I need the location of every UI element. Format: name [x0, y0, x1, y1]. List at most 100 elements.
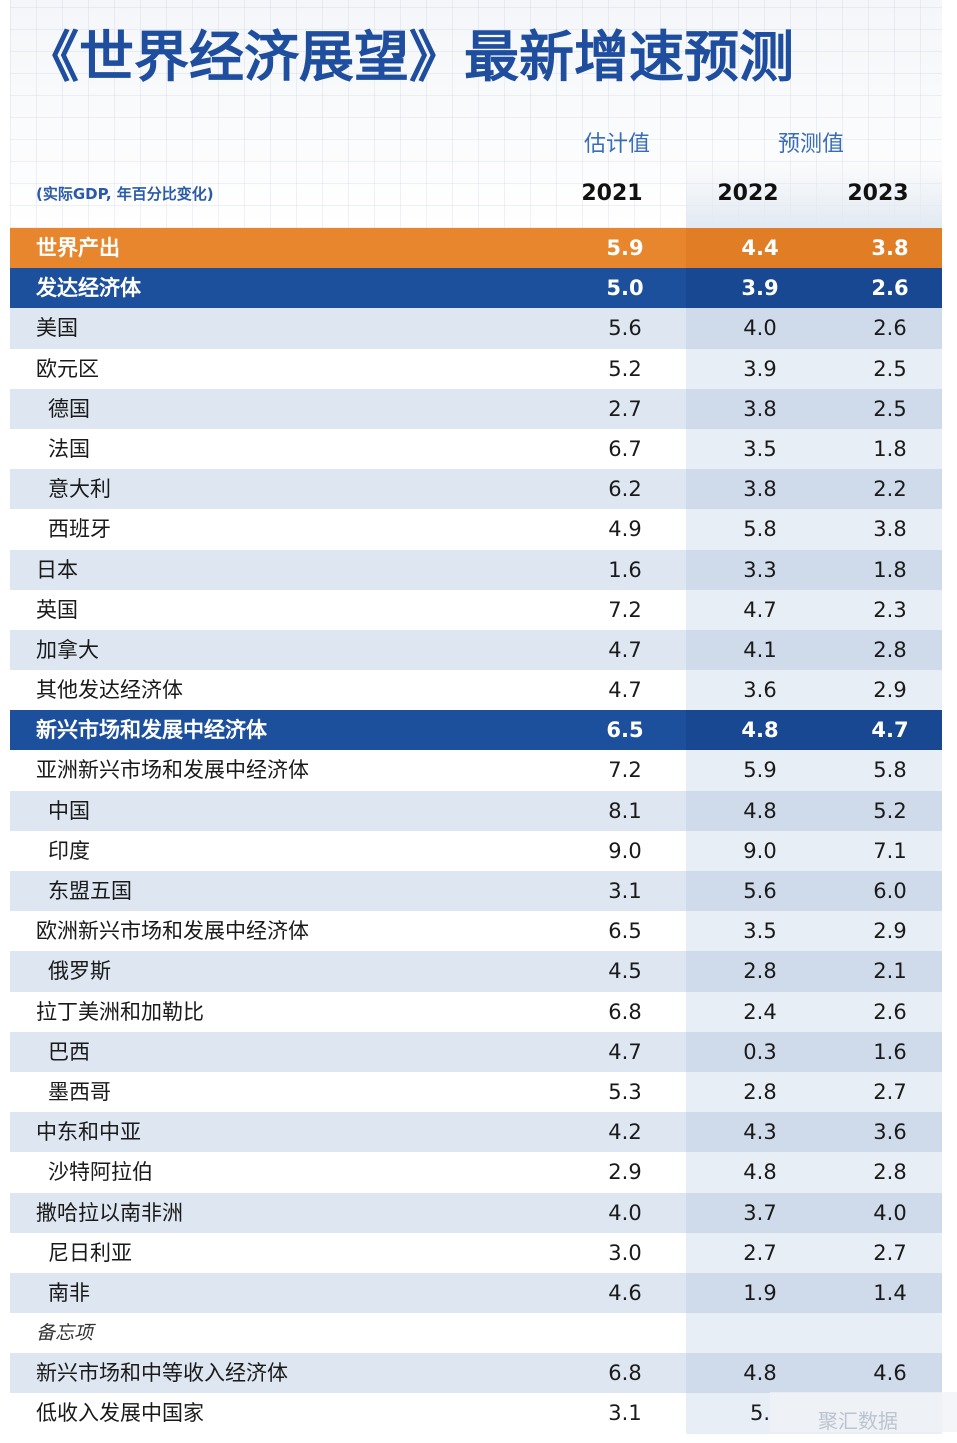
table-row: 美国 5.6 4.0 2.6 [10, 308, 942, 349]
row-label: 欧洲新兴市场和发展中经济体 [36, 919, 309, 944]
forecast-cell-shade [686, 951, 942, 992]
value-cell-2023: 2.9 [873, 678, 907, 703]
forecast-cell-shade [686, 790, 942, 831]
forecast-cell-shade [686, 509, 942, 550]
table-row: 发达经济体 5.0 3.9 2.6 [10, 268, 942, 309]
value-cell-2023: 2.6 [871, 276, 909, 301]
table-row: 中国 8.1 4.8 5.2 [10, 790, 942, 831]
table-row: 欧元区 5.2 3.9 2.5 [10, 348, 942, 389]
forecast-cell-shade [686, 871, 942, 912]
value-cell-2021: 4.0 [608, 1200, 642, 1225]
forecast-cell-shade [686, 469, 942, 510]
row-label: 撒哈拉以南非洲 [36, 1200, 183, 1225]
forecast-cell-shade [686, 1313, 942, 1354]
value-cell-2022: 2.8 [743, 959, 777, 984]
forecast-cell-shade [686, 308, 942, 349]
row-label: 尼日利亚 [48, 1240, 132, 1265]
table-row: 世界产出 5.9 4.4 3.8 [10, 228, 942, 269]
forecast-label: 预测值 [778, 132, 845, 157]
value-cell-2021: 3.1 [608, 879, 642, 903]
forecast-cell-shade [686, 1272, 942, 1314]
value-cell-2022: 5.8 [743, 517, 777, 542]
table-row: 德国 2.7 3.8 2.5 [10, 388, 942, 429]
row-label: 其他发达经济体 [36, 678, 183, 703]
value-cell-2023: 2.3 [873, 597, 907, 622]
value-cell-2021: 5.3 [608, 1079, 642, 1104]
value-cell-2022: 4.1 [743, 637, 777, 662]
row-label: 英国 [36, 597, 78, 622]
table-row: 新兴市场和中等收入经济体 6.8 4.8 4.6 [10, 1353, 942, 1394]
table-row: 中东和中亚 4.2 4.3 3.6 [10, 1112, 942, 1153]
forecast-cell-shade [686, 911, 942, 952]
value-cell-2021: 5.9 [606, 236, 644, 260]
value-cell-2021: 3.0 [608, 1240, 642, 1265]
table-row: 拉丁美洲和加勒比 6.8 2.4 2.6 [10, 991, 942, 1032]
table-row: 尼日利亚 3.0 2.7 2.7 [10, 1232, 942, 1273]
value-cell-2021: 8.1 [608, 798, 642, 823]
value-cell-2023: 1.6 [873, 1039, 907, 1064]
row-label: 中东和中亚 [36, 1120, 141, 1145]
value-cell-2021: 6.5 [608, 919, 642, 944]
value-cell-2022: 0.3 [743, 1039, 777, 1064]
value-cell-2022: 3.8 [743, 396, 777, 421]
watermark-text: 聚汇数据 [818, 1409, 898, 1433]
gdp-forecast-table: 世界产出 5.9 4.4 3.8 发达经济体 5.0 3.9 2.6 美国 5.6 4.0 2.6 欧元… [10, 228, 942, 1434]
forecast-cell-shade [686, 1071, 942, 1113]
value-cell-2023: 2.9 [873, 919, 907, 944]
value-cell-2022: 5.6 [743, 879, 777, 903]
value-cell-2021: 4.9 [608, 517, 642, 542]
value-cell-2023: 2.8 [873, 637, 907, 662]
year-header-2021: 2021 [581, 181, 643, 206]
forecast-cell-shade [686, 549, 942, 590]
forecast-cell-shade [686, 991, 942, 1032]
value-cell-2021: 5.6 [608, 316, 642, 341]
forecast-cell-shade [686, 428, 942, 470]
value-cell-2021: 4.6 [608, 1280, 642, 1305]
table-row: 墨西哥 5.3 2.8 2.7 [10, 1071, 942, 1113]
forecast-cell-shade [686, 629, 942, 671]
value-cell-2022: 5.9 [743, 758, 777, 783]
value-cell-2022: 2.8 [743, 1079, 777, 1104]
value-cell-2023: 1.4 [873, 1280, 907, 1305]
forecast-cell-shade [686, 1031, 942, 1072]
row-label: 德国 [48, 396, 90, 421]
value-cell-2022: 2.4 [743, 999, 777, 1024]
year-header-2023: 2023 [847, 181, 909, 206]
value-cell-2021: 9.0 [608, 838, 642, 863]
table-row: 其他发达经济体 4.7 3.6 2.9 [10, 670, 942, 711]
value-cell-2021: 1.6 [608, 557, 642, 582]
value-cell-2023: 4.0 [873, 1200, 907, 1225]
row-label: 日本 [36, 557, 78, 582]
value-cell-2022: 4.7 [743, 597, 777, 622]
row-label: 备忘项 [36, 1322, 94, 1345]
value-cell-2021: 5.2 [608, 356, 642, 381]
value-cell-2023: 2.7 [873, 1240, 907, 1265]
table-row: 日本 1.6 3.3 1.8 [10, 549, 942, 590]
forecast-column-shade [686, 158, 942, 228]
table-row: 法国 6.7 3.5 1.8 [10, 428, 942, 470]
row-label: 加拿大 [36, 637, 99, 662]
forecast-cell-shade [686, 830, 942, 871]
value-cell-2023: 2.6 [873, 999, 907, 1024]
forecast-cell-shade [686, 589, 942, 630]
value-cell-2023: 2.5 [873, 356, 907, 381]
forecast-cell-shade [686, 1112, 942, 1153]
table-row: 沙特阿拉伯 2.9 4.8 2.8 [10, 1152, 942, 1193]
value-cell-2021: 6.8 [608, 999, 642, 1024]
table-row: 欧洲新兴市场和发展中经济体 6.5 3.5 2.9 [10, 911, 942, 952]
value-cell-2021: 6.5 [606, 718, 644, 743]
value-cell-2023: 6.0 [873, 879, 907, 903]
value-cell-2021: 4.7 [608, 637, 642, 662]
row-label: 亚洲新兴市场和发展中经济体 [36, 758, 309, 783]
row-label: 低收入发展中国家 [36, 1401, 204, 1426]
row-label: 新兴市场和中等收入经济体 [36, 1361, 288, 1386]
table-row: 亚洲新兴市场和发展中经济体 7.2 5.9 5.8 [10, 750, 942, 791]
row-label: 新兴市场和发展中经济体 [36, 718, 267, 743]
forecast-cell-shade [686, 268, 942, 309]
forecast-cell-shade [686, 1232, 942, 1273]
value-cell-2022: 3.5 [743, 436, 777, 461]
forecast-cell-shade [686, 228, 942, 269]
value-cell-2023: 3.8 [871, 236, 909, 260]
table-row: 意大利 6.2 3.8 2.2 [10, 469, 942, 510]
row-label: 南非 [48, 1280, 90, 1305]
